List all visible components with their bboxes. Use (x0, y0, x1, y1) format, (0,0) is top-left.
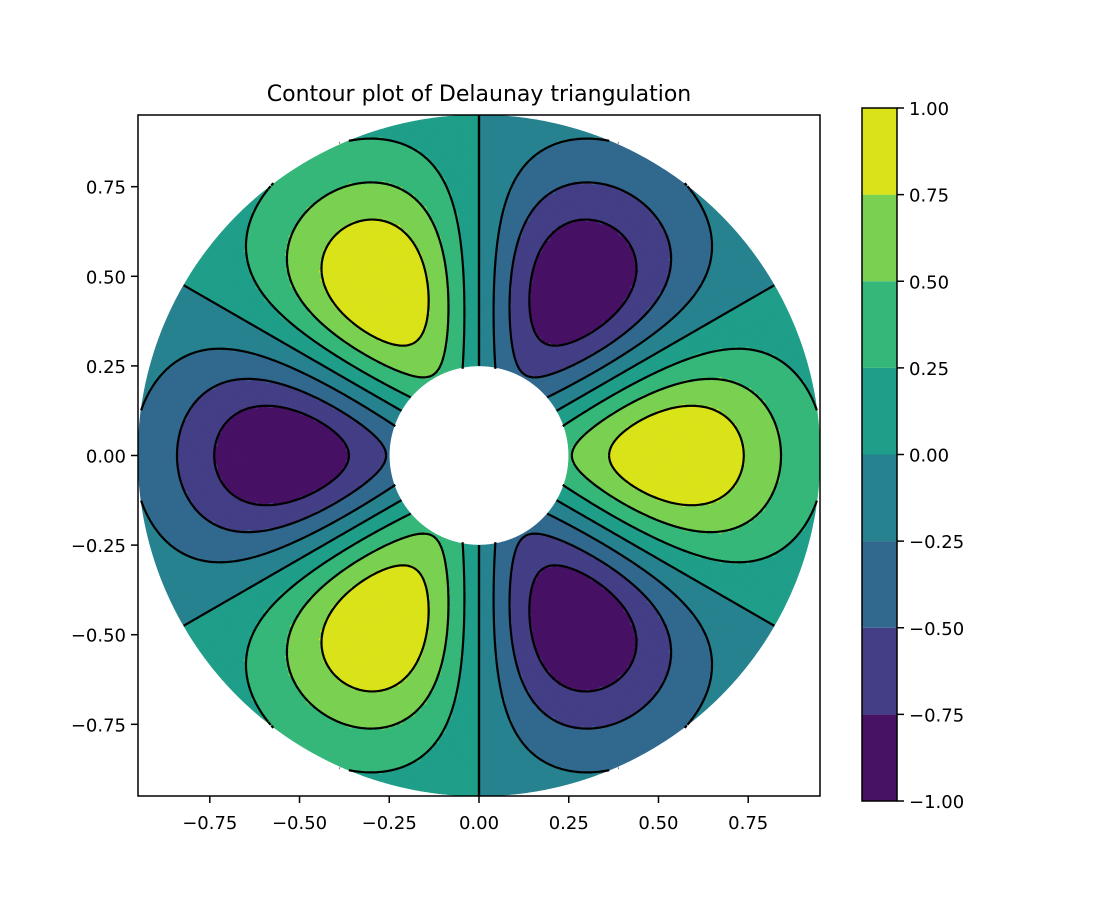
y-tick-label: 0.00 (86, 447, 126, 468)
colorbar-tick-label: −1.00 (909, 792, 964, 813)
colorbar-band (862, 108, 897, 195)
colorbar-tick-label: 1.00 (909, 99, 949, 120)
x-tick-label: 0.50 (638, 813, 678, 834)
y-tick-label: 0.75 (86, 178, 126, 199)
colorbar-bands (862, 108, 897, 801)
contour-band (318, 217, 745, 694)
y-tick-label: 0.50 (86, 267, 126, 288)
contour-band (141, 115, 775, 796)
x-tick-label: −0.50 (272, 813, 327, 834)
y-tick-label: −0.50 (71, 626, 126, 647)
x-tick-label: −0.25 (362, 813, 417, 834)
colorbar-band (862, 454, 897, 542)
contour-line (140, 137, 714, 774)
contour-line (285, 181, 783, 730)
x-tick-label: 0.75 (728, 813, 768, 834)
plot-area (138, 115, 820, 796)
x-tick-label: 0.25 (549, 813, 589, 834)
x-tick-label: −0.75 (182, 813, 237, 834)
colorbar-band (862, 281, 897, 368)
contour-line (175, 181, 673, 730)
x-axis: −0.75 −0.50 −0.25 0.00 0.25 0.50 0.75 (182, 796, 768, 834)
colorbar: −1.00 −0.75 −0.50 −0.25 0.00 0.25 0.50 0.75 1.00 (861, 99, 964, 813)
colorbar-tick-label: 0.50 (909, 272, 949, 293)
colorbar-tick-label: −0.25 (909, 532, 964, 553)
colorbar-band (862, 367, 897, 455)
colorbar-band (862, 714, 897, 801)
colorbar-tick-label: 0.00 (909, 446, 949, 467)
x-tick-label: 0.00 (459, 813, 499, 834)
contour-line (244, 137, 818, 774)
colorbar-ticks: −1.00 −0.75 −0.50 −0.25 0.00 0.25 0.50 0.75 1.00 (897, 99, 964, 813)
y-axis: −0.75 −0.50 −0.25 0.00 0.25 0.50 0.75 (71, 178, 138, 736)
contour-line (320, 218, 745, 693)
colorbar-tick-label: 0.75 (909, 186, 949, 207)
y-tick-label: −0.25 (71, 536, 126, 557)
chart-title: Contour plot of Delaunay triangulation (267, 82, 692, 107)
contour-band (213, 217, 640, 694)
colorbar-band (862, 194, 897, 282)
contour-lines (140, 115, 818, 796)
colorbar-tick-label: −0.50 (909, 619, 964, 640)
y-tick-label: −0.75 (71, 715, 126, 736)
colorbar-tick-label: 0.25 (909, 359, 949, 380)
contour-line (213, 218, 638, 693)
colorbar-tick-label: −0.75 (909, 705, 964, 726)
colorbar-band (862, 627, 897, 715)
y-tick-label: 0.25 (86, 357, 126, 378)
colorbar-band (862, 541, 897, 628)
